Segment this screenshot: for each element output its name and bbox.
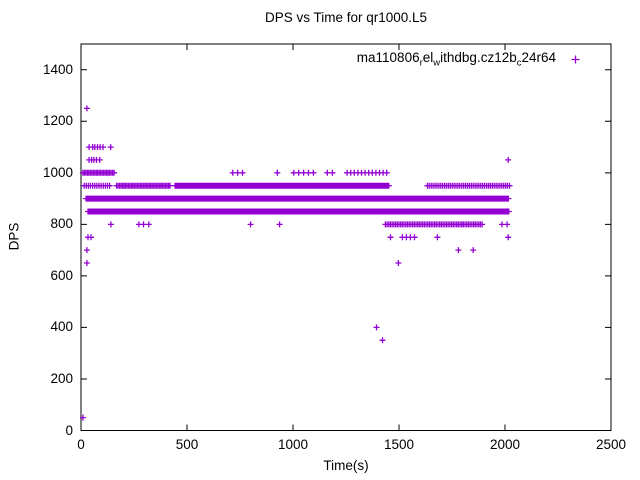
y-tick-label: 600 [50, 267, 73, 283]
x-tick-label: 1500 [383, 437, 415, 452]
page-title: DPS vs Time for qr1000.L5 [264, 10, 428, 25]
x-tick-label: 500 [175, 437, 199, 452]
y-tick-label: 200 [50, 370, 73, 386]
legend: ma110806relwithdbg.cz12bc24r64 [357, 50, 581, 69]
legend-label-part: r [419, 57, 423, 69]
y-tick-label: 0 [65, 422, 73, 438]
legend-plus-marker-icon [571, 55, 580, 64]
y-tick-label: 1000 [42, 164, 73, 180]
y-axis-label: DPS [6, 222, 22, 251]
x-tick-label: 2500 [595, 437, 627, 452]
x-axis-label: Time(s) [323, 458, 369, 473]
legend-label-part: c [516, 57, 522, 69]
axis-ticks [80, 44, 612, 431]
y-tick-label: 800 [50, 216, 73, 232]
legend-label-part: el [422, 50, 434, 65]
legend-label-part: ma110806 [356, 50, 420, 65]
scatter-points [79, 105, 513, 421]
legend-label-part: ithdbg.cz12b [440, 50, 517, 65]
legend-series-label: ma110806relwithdbg.cz12bc24r64 [357, 50, 556, 69]
x-tick-label: 1000 [277, 437, 309, 452]
y-tick-label: 1200 [42, 113, 73, 129]
x-tick-label: 2000 [489, 437, 521, 452]
y-tick-label: 400 [50, 319, 73, 335]
legend-label-part: 24r64 [521, 50, 556, 65]
y-tick-label: 1400 [42, 61, 73, 77]
x-tick-label: 0 [77, 437, 85, 452]
plot-frame [80, 43, 612, 431]
legend-label-part: w [433, 57, 441, 69]
